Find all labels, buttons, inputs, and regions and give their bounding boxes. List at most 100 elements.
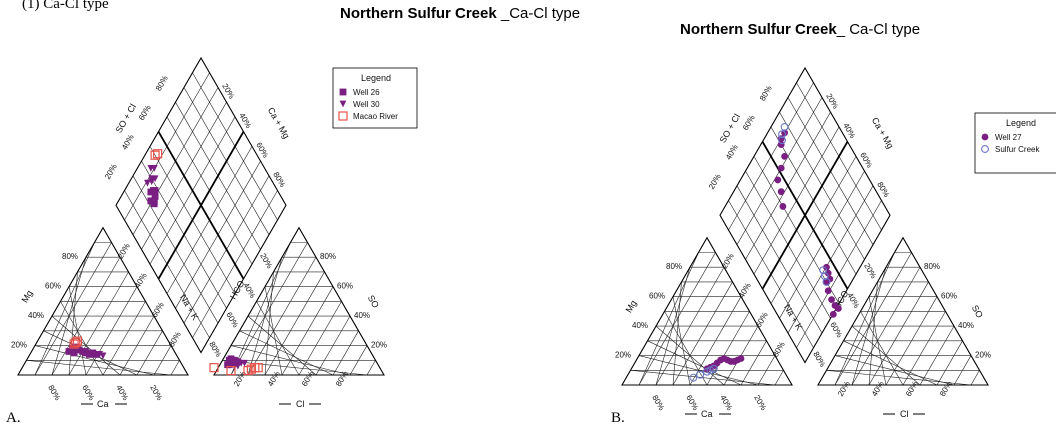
- cation-bottom-tick: 80%: [650, 394, 666, 412]
- anion-triangle: [817, 236, 989, 386]
- grid-line: [647, 340, 742, 386]
- grid-line: [349, 345, 368, 376]
- grid-line: [170, 360, 180, 376]
- grid-line: [970, 370, 980, 386]
- cation-bottom-tick: 20%: [148, 384, 164, 402]
- grid-line: [136, 330, 163, 376]
- grid-line: [26, 359, 172, 376]
- grid-line: [638, 355, 759, 386]
- panel-caption-b: B.: [611, 410, 625, 426]
- data-point: [819, 266, 828, 275]
- diamond-division: [157, 131, 245, 280]
- grid-line: [68, 271, 129, 376]
- anion-right-tick: 40%: [958, 321, 974, 330]
- diamond-right-tick: 80%: [875, 180, 891, 198]
- legend-label: Sulfur Creek: [995, 145, 1040, 154]
- legend-label: Macao River: [353, 112, 398, 121]
- diamond-left-axis-label: SO + Cl: [718, 112, 743, 145]
- cation-right-tick: 80%: [167, 330, 183, 348]
- diamond-left-tick: 80%: [758, 84, 774, 102]
- legend-label: Well 30: [353, 100, 380, 109]
- data-point: [689, 373, 698, 382]
- chart-title: Northern Sulfur Creek _Ca-Cl type: [340, 5, 580, 22]
- data-point: [147, 188, 155, 196]
- grid-line: [239, 330, 334, 376]
- data-point: [829, 310, 837, 318]
- cation-bottom-tick: 40%: [114, 384, 130, 402]
- data-point: [706, 366, 715, 375]
- grid-line: [366, 360, 376, 376]
- cation-left-tick: 20%: [11, 341, 27, 350]
- diamond-left-tick: 60%: [137, 104, 153, 122]
- grid-line: [672, 281, 733, 386]
- grid-line: [826, 369, 972, 386]
- grid-line: [315, 315, 351, 376]
- data-point: [79, 349, 86, 357]
- cation-triangle: [17, 226, 189, 376]
- grid-line: [902, 311, 946, 386]
- cation-right-tick: 40%: [133, 271, 149, 289]
- chart-title-main: Northern Sulfur Creek: [680, 21, 837, 38]
- series-0: [703, 129, 842, 373]
- data-point: [781, 152, 788, 160]
- cation-bottom-tick: 60%: [684, 394, 700, 412]
- legend-marker: [981, 145, 989, 153]
- legend-title: Legend: [361, 73, 391, 83]
- series-1: [79, 165, 248, 370]
- data-point: [822, 277, 831, 286]
- anion-left-tick: 60%: [224, 311, 240, 329]
- anion-right-axis-label: SO: [970, 303, 985, 319]
- diamond-left-tick: 40%: [724, 143, 740, 161]
- series-1: [689, 122, 831, 382]
- grid-line: [851, 325, 921, 386]
- grid-line: [264, 271, 325, 376]
- grid-line: [34, 345, 155, 376]
- cation-bottom-axis-label: Ca: [701, 409, 713, 419]
- grid-line: [655, 325, 725, 386]
- legend-label: Well 27: [995, 133, 1022, 142]
- chart-title-suffix: _ Ca-Cl type: [836, 21, 920, 38]
- data-point: [737, 355, 745, 362]
- anion-bottom-tick: 40%: [266, 370, 282, 388]
- diamond-outline: [115, 56, 287, 354]
- triangle-outline: [621, 236, 793, 386]
- legend-marker: [338, 111, 348, 121]
- anion-right-axis-label: SO: [366, 293, 381, 309]
- grid-line: [953, 355, 972, 386]
- diamond-right-tick: 40%: [841, 121, 857, 139]
- anion-right-tick: 40%: [354, 311, 370, 320]
- anion-bottom-tick: 20%: [836, 380, 852, 398]
- data-point: [99, 352, 107, 360]
- grid-line: [834, 355, 955, 386]
- piper-diamond: [115, 56, 287, 354]
- diamond-left-tick: 20%: [103, 162, 119, 180]
- diamond-right-axis-label: Ca + Mg: [266, 106, 292, 141]
- cation-right-tick: 80%: [771, 340, 787, 358]
- data-point: [151, 193, 159, 200]
- grid-line: [936, 340, 963, 386]
- data-point: [779, 203, 787, 210]
- data-point: [65, 348, 73, 355]
- cation-bottom-tick: 40%: [718, 394, 734, 412]
- anion-bottom-tick: 80%: [334, 370, 350, 388]
- data-point: [828, 296, 835, 304]
- anion-bottom-tick: 20%: [232, 370, 248, 388]
- data-point: [86, 350, 93, 358]
- data-point: [147, 165, 155, 172]
- piper-panel-b: Northern Sulfur Creek_ Ca-Cl type 20% 20% 2…: [615, 21, 1056, 419]
- cation-left-axis-label: Mg: [624, 299, 639, 315]
- anion-left-tick: 60%: [828, 321, 844, 339]
- diamond-right-tick: 60%: [858, 151, 874, 169]
- cation-bottom-tick: 60%: [80, 384, 96, 402]
- data-point: [696, 370, 705, 379]
- cation-right-tick: 20%: [116, 242, 132, 260]
- data-point: [70, 349, 78, 357]
- grid-line: [230, 345, 351, 376]
- grid-line: [860, 311, 904, 386]
- diamond-right-tick: 40%: [237, 111, 253, 129]
- triangle-outline: [17, 226, 189, 376]
- panel-caption-a: A.: [6, 410, 21, 426]
- cation-left-tick: 80%: [62, 252, 78, 261]
- diamond-left-tick: 20%: [707, 172, 723, 190]
